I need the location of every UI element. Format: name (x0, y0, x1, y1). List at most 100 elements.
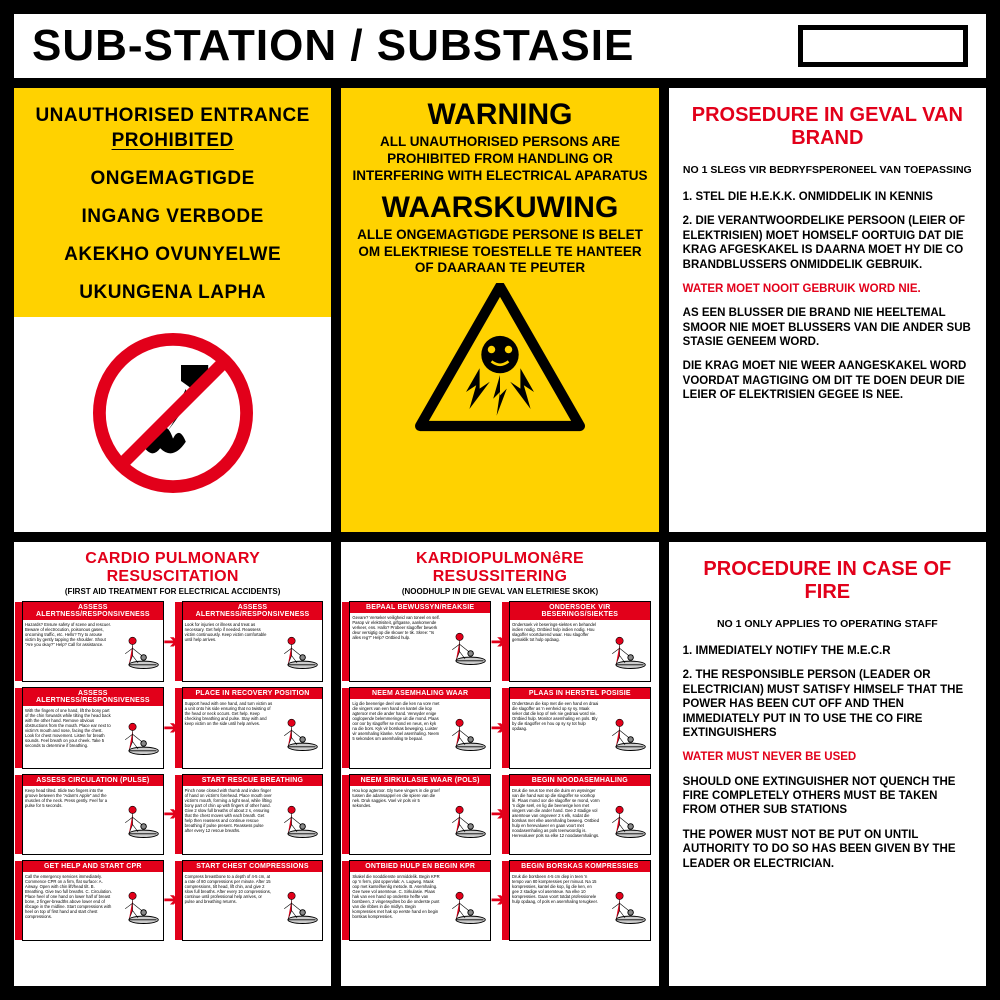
cpr-step-header: PLACE IN RECOVERY POSITION (183, 688, 323, 699)
cpr-step: START RESCUE BREATHINGPinch nose closed … (182, 774, 324, 855)
cpr-step: NEEM ASEMHALING WAARLig die beenerige de… (349, 687, 491, 768)
cpr-step-text: Lig die beenerige deel van die ken na vo… (350, 699, 442, 767)
cpr-step: BEPAAL BEWUSSYN/REAKSIEGevare? Verseker … (349, 601, 491, 682)
main-grid: UNAUTHORISED ENTRANCE PROHIBITED ONGEMAG… (14, 88, 986, 986)
first-aid-figure-icon (274, 699, 322, 767)
cpr-step-header: ASSESS ALERTNESS/RESPONSIVENESS (183, 602, 323, 620)
hazard-icon-wrap (351, 283, 648, 433)
fire-af-p: DIE KRAG MOET NIE WEER AANGESKAKEL WORD … (683, 359, 972, 402)
cpr-step-header: ASSESS CIRCULATION (PULSE) (23, 775, 163, 786)
cpr-step-header: BEPAAL BEWUSSYN/REAKSIE (350, 602, 490, 613)
fire-af-title: PROSEDURE IN GEVAL VAN BRAND (683, 104, 972, 150)
tl-line: UNAUTHORISED ENTRANCE (20, 105, 325, 127)
cpr-step-text: Druk die borsbeen 4-5 cm diep in teen 'n… (510, 872, 602, 940)
cpr-step-header: ASSESS ALERTNESS/RESPONSIVENESS (23, 602, 163, 620)
electrical-shock-hazard-icon (415, 283, 585, 433)
cpr-en-title: CARDIO PULMONARY RESUSCITATION (22, 550, 323, 586)
cpr-step-header: GET HELP AND START CPR (23, 861, 163, 872)
panel-fire-procedure-en: PROCEDURE IN CASE OF FIRE NO 1 ONLY APPL… (669, 542, 986, 986)
fire-en-p: SHOULD ONE EXTINGUISHER NOT QUENCH THE F… (683, 775, 972, 818)
fire-en-p: THE POWER MUST NOT BE PUT ON UNTIL AUTHO… (683, 828, 972, 871)
cpr-step-header: START CHEST COMPRESSIONS (183, 861, 323, 872)
cpr-step: PLAAS IN HERSTEL POSISIEOndersteun die k… (509, 687, 651, 768)
tl-line: ONGEMAGTIGDE (20, 168, 325, 190)
cpr-step: BEGIN BORSKAS KOMPRESSIESDruk die borsbe… (509, 860, 651, 941)
panel-cpr-af: KARDIOPULMONêRE RESUSSITERING (NOODHULP … (341, 542, 658, 986)
first-aid-figure-icon (274, 620, 322, 681)
cpr-step-text: Keep head tilted. Slide two fingers into… (23, 786, 115, 854)
first-aid-figure-icon (442, 872, 490, 940)
first-aid-figure-icon (115, 620, 163, 681)
cpr-step-text: Support head with one hand, and turn vic… (183, 699, 275, 767)
cpr-en-sub: (FIRST AID TREATMENT FOR ELECTRICAL ACCI… (22, 587, 323, 596)
fire-en-warning: WATER MUST NEVER BE USED (683, 750, 972, 764)
warning-body-en: ALL UNAUTHORISED PERSONS ARE PROHIBITED … (351, 134, 648, 185)
cpr-step: ASSESS CIRCULATION (PULSE)Keep head tilt… (22, 774, 164, 855)
cpr-step: ASSESS ALERTNESS/RESPONSIVENESSWith the … (22, 687, 164, 768)
panel-cpr-en: CARDIO PULMONARY RESUSCITATION (FIRST AI… (14, 542, 331, 986)
cpr-step-text: With the fingers of one hand, lift the b… (23, 706, 115, 767)
fire-en-title: PROCEDURE IN CASE OF FIRE (683, 558, 972, 604)
cpr-step: BEGIN NOODASEMHALINGDruk die neus toe me… (509, 774, 651, 855)
cpr-step-header: START RESCUE BREATHING (183, 775, 323, 786)
tl-line: UKUNGENA LAPHA (20, 282, 325, 304)
cpr-step-text: Ondersoek vir beserings-siektes en behan… (510, 620, 602, 681)
cpr-step-header: ASSESS ALERTNESS/RESPONSIVENESS (23, 688, 163, 706)
safety-sign-board: SUB-STATION / SUBSTASIE UNAUTHORISED ENT… (0, 0, 1000, 1000)
first-aid-figure-icon (602, 620, 650, 681)
cpr-step: GET HELP AND START CPRCall the emergency… (22, 860, 164, 941)
first-aid-figure-icon (442, 699, 490, 767)
warning-title-en: WARNING (351, 98, 648, 132)
header: SUB-STATION / SUBSTASIE (14, 14, 986, 88)
cpr-step-header: NEEM SIRKULASIE WAAR (POLS) (350, 775, 490, 786)
panel-warning: WARNING ALL UNAUTHORISED PERSONS ARE PRO… (341, 88, 658, 532)
first-aid-figure-icon (602, 786, 650, 854)
cpr-step: ASSESS ALERTNESS/RESPONSIVENESSHazards? … (22, 601, 164, 682)
prohibition-icon-wrap (14, 317, 331, 493)
tl-line: INGANG VERBODE (20, 206, 325, 228)
cpr-step-text: Hazards? Ensure safety of scene and resc… (23, 620, 115, 681)
cpr-step: ASSESS ALERTNESS/RESPONSIVENESSLook for … (182, 601, 324, 682)
cpr-step: START CHEST COMPRESSIONSCompress breastb… (182, 860, 324, 941)
cpr-step-text: Pinch nose closed with thumb and index f… (183, 786, 275, 854)
cpr-step-header: BEGIN NOODASEMHALING (510, 775, 650, 786)
cpr-step: ONDERSOEK VIR BESERINGS/SIEKTESOndersoek… (509, 601, 651, 682)
first-aid-figure-icon (274, 786, 322, 854)
cpr-af-grid: BEPAAL BEWUSSYN/REAKSIEGevare? Verseker … (349, 601, 650, 941)
first-aid-figure-icon (442, 613, 490, 681)
header-title: SUB-STATION / SUBSTASIE (32, 21, 634, 71)
tl-line: AKEKHO OVUNYELWE (20, 244, 325, 266)
cpr-step-text: Ondersteun die kop met die een hand en d… (510, 699, 602, 767)
cpr-step: NEEM SIRKULASIE WAAR (POLS)Hou kop agter… (349, 774, 491, 855)
cpr-step-text: Look for injuries or illness and treat a… (183, 620, 275, 681)
cpr-step-text: Call the emergency services immediately.… (23, 872, 115, 940)
header-id-box (798, 25, 968, 67)
fire-af-p: 1. STEL DIE H.E.K.K. ONMIDDELIK IN KENNI… (683, 190, 972, 204)
panel-unauthorised-entrance: UNAUTHORISED ENTRANCE PROHIBITED ONGEMAG… (14, 88, 331, 532)
no-water-on-fire-icon (93, 333, 253, 493)
first-aid-figure-icon (602, 699, 650, 767)
cpr-step: ONTBIED HULP EN BEGIN KPRSkakel die nood… (349, 860, 491, 941)
cpr-step-header: ONTBIED HULP EN BEGIN KPR (350, 861, 490, 872)
tl-line: PROHIBITED (20, 130, 325, 152)
cpr-step-header: BEGIN BORSKAS KOMPRESSIES (510, 861, 650, 872)
fire-af-sub: NO 1 SLEGS VIR BEDRYFSPERONEEL VAN TOEPA… (683, 164, 972, 176)
cpr-step-text: Gevare? Verseker veiligheid van toneel e… (350, 613, 442, 681)
first-aid-figure-icon (115, 706, 163, 767)
warning-body-af: ALLE ONGEMAGTIGDE PERSONE IS BELET OM EL… (351, 227, 648, 278)
warning-title-af: WAARSKUWING (351, 191, 648, 225)
fire-af-p: 2. DIE VERANTWOORDELIKE PERSOON (LEIER O… (683, 214, 972, 272)
cpr-step-header: NEEM ASEMHALING WAAR (350, 688, 490, 699)
cpr-af-title: KARDIOPULMONêRE RESUSSITERING (349, 550, 650, 586)
cpr-step: PLACE IN RECOVERY POSITIONSupport head w… (182, 687, 324, 768)
fire-af-warning: WATER MOET NOOIT GEBRUIK WORD NIE. (683, 282, 972, 296)
panel-fire-procedure-af: PROSEDURE IN GEVAL VAN BRAND NO 1 SLEGS … (669, 88, 986, 532)
first-aid-figure-icon (602, 872, 650, 940)
fire-en-p: 1. IMMEDIATELY NOTIFY THE M.E.C.R (683, 644, 972, 658)
cpr-step-text: Hou kop agteroor. Gly twee vingers in di… (350, 786, 442, 854)
first-aid-figure-icon (115, 786, 163, 854)
fire-af-p: AS EEN BLUSSER DIE BRAND NIE HEELTEMAL S… (683, 306, 972, 349)
cpr-en-grid: ASSESS ALERTNESS/RESPONSIVENESSHazards? … (22, 601, 323, 941)
cpr-step-text: Compress breastbone to a depth of 4-5 cm… (183, 872, 275, 940)
cpr-step-header: PLAAS IN HERSTEL POSISIE (510, 688, 650, 699)
